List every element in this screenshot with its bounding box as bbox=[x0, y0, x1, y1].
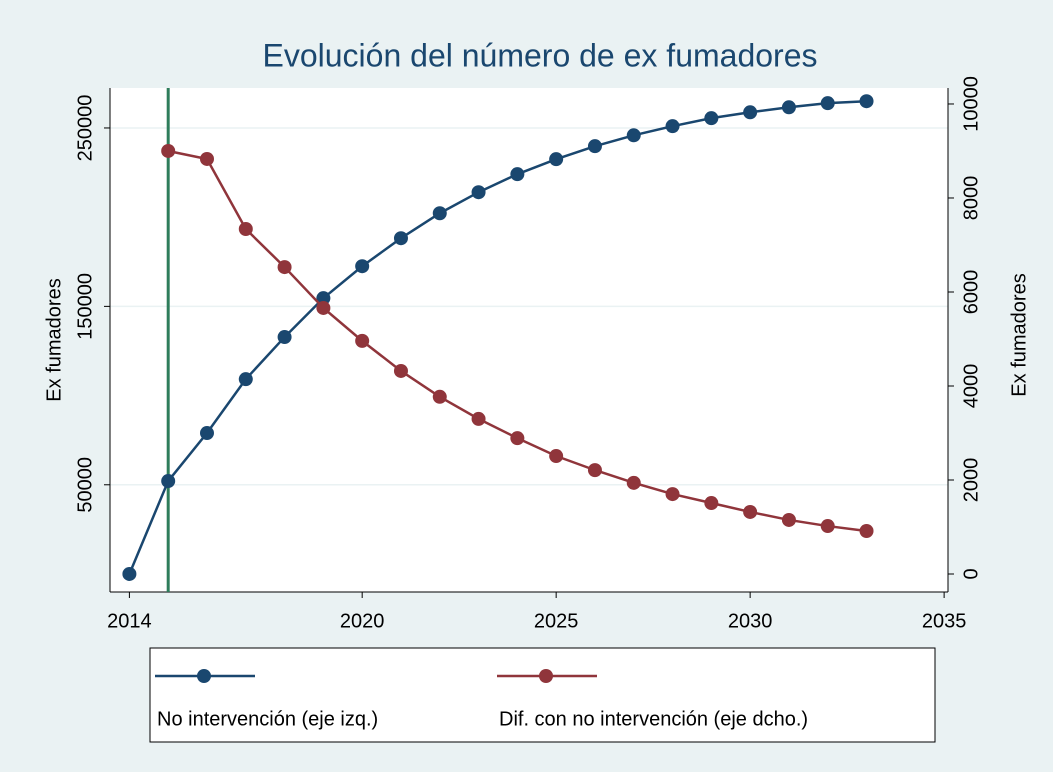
point bbox=[238, 222, 253, 237]
point bbox=[549, 449, 564, 464]
y2-tick-label: 6000 bbox=[960, 270, 982, 315]
point bbox=[393, 231, 408, 246]
y2-axis-label: Ex fumadores bbox=[1008, 273, 1030, 396]
point bbox=[859, 523, 874, 538]
point bbox=[743, 105, 758, 120]
point bbox=[665, 119, 680, 134]
point bbox=[316, 291, 331, 306]
point bbox=[704, 496, 719, 511]
y2-tick-label: 10000 bbox=[960, 76, 982, 132]
point bbox=[355, 259, 370, 274]
point bbox=[510, 431, 525, 446]
point bbox=[859, 94, 874, 109]
point bbox=[665, 487, 680, 502]
point bbox=[238, 372, 253, 387]
point bbox=[549, 152, 564, 167]
plot-area bbox=[110, 88, 948, 592]
x-tick-label: 2030 bbox=[728, 610, 773, 632]
y-tick-label: 50000 bbox=[74, 457, 96, 513]
point bbox=[432, 206, 447, 221]
x-tick-label: 2025 bbox=[534, 610, 579, 632]
point bbox=[510, 167, 525, 182]
point bbox=[199, 151, 214, 166]
point bbox=[587, 463, 602, 478]
point bbox=[316, 300, 331, 315]
x-tick-label: 2014 bbox=[107, 610, 152, 632]
point bbox=[355, 333, 370, 348]
point bbox=[704, 111, 719, 126]
point bbox=[199, 426, 214, 441]
point bbox=[781, 512, 796, 527]
point bbox=[820, 96, 835, 111]
point bbox=[277, 260, 292, 275]
y-tick-label: 150000 bbox=[74, 273, 96, 340]
point bbox=[122, 566, 137, 581]
point bbox=[781, 100, 796, 115]
x-tick-label: 2020 bbox=[340, 610, 385, 632]
legend-label: Dif. con no intervención (eje dcho.) bbox=[499, 708, 808, 730]
legend bbox=[149, 647, 936, 743]
y2-tick-label: 4000 bbox=[960, 364, 982, 409]
point bbox=[471, 185, 486, 200]
legend-marker bbox=[539, 669, 553, 683]
point bbox=[820, 519, 835, 534]
x-tick-label: 2035 bbox=[922, 610, 967, 632]
point bbox=[161, 474, 176, 489]
point bbox=[432, 389, 447, 404]
y2-tick-label: 8000 bbox=[960, 176, 982, 221]
point bbox=[471, 411, 486, 426]
chart-title: Evolución del número de ex fumadores bbox=[263, 37, 818, 73]
point bbox=[393, 363, 408, 378]
point bbox=[277, 330, 292, 345]
y2-tick-label: 2000 bbox=[960, 458, 982, 503]
point bbox=[587, 139, 602, 154]
point bbox=[161, 143, 176, 158]
point bbox=[743, 504, 758, 519]
y-tick-label: 250000 bbox=[74, 95, 96, 162]
y2-tick-label: 0 bbox=[960, 568, 982, 579]
point bbox=[626, 475, 641, 490]
y-axis-label: Ex fumadores bbox=[43, 278, 65, 401]
point bbox=[626, 128, 641, 143]
legend-label: No intervención (eje izq.) bbox=[157, 708, 378, 730]
legend-marker bbox=[197, 669, 211, 683]
